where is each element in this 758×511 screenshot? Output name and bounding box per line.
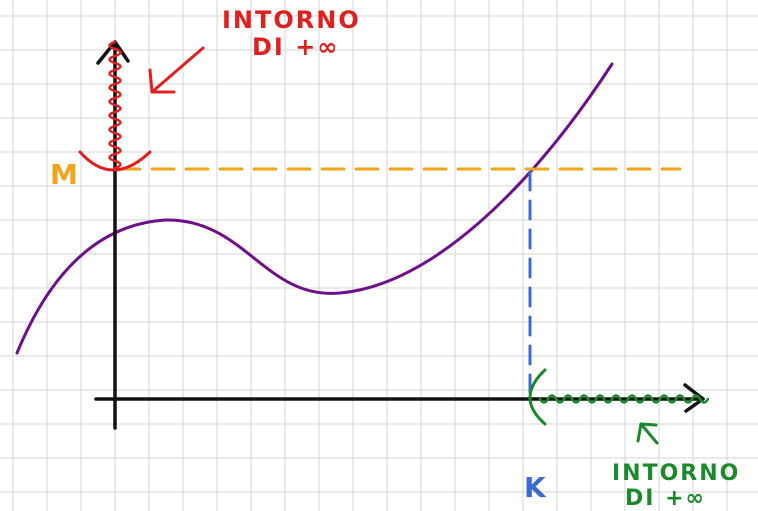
bottom-note-line1: INTORNO xyxy=(612,461,740,486)
top-arrow-pointer-icon xyxy=(148,46,205,94)
top-note-line1: INTORNO xyxy=(222,6,361,34)
bottom-neighborhood-bracket xyxy=(528,368,547,426)
x-axis-arrowhead-icon xyxy=(683,383,705,413)
top-neighborhood-bracket xyxy=(78,150,152,172)
top-neighborhood xyxy=(78,40,152,172)
k-level-label: K xyxy=(524,471,548,504)
bottom-note-line2: DI +∞ xyxy=(625,486,706,511)
top-neighborhood-hatch xyxy=(108,40,122,170)
function-curve xyxy=(15,62,614,355)
top-note-line2: DI +∞ xyxy=(252,33,339,61)
bottom-arrow-pointer-icon xyxy=(636,422,659,445)
bottom-neighborhood-hatch xyxy=(538,394,710,404)
y-axis-arrowhead-icon xyxy=(96,40,130,65)
bottom-neighborhood xyxy=(528,368,710,426)
x-axis xyxy=(94,383,705,413)
m-level-label: M xyxy=(50,158,80,191)
